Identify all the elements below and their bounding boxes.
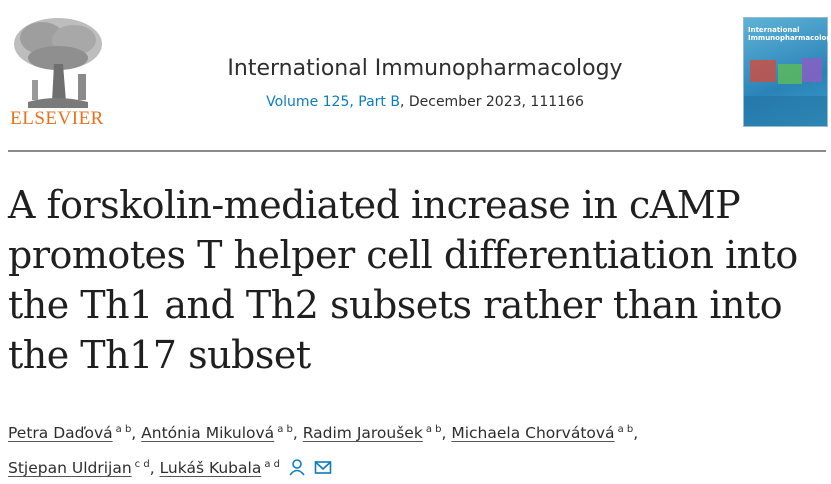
issue-details: , December 2023, 111166 [399,94,584,110]
affiliation[interactable]: a d [264,459,280,470]
volume-link[interactable]: Volume 125, Part B [266,94,400,110]
affiliation[interactable]: a b [115,424,132,435]
journal-cover[interactable]: International Immunopharmacology [743,17,831,127]
author-name[interactable]: Michaela Chorvátová [451,424,615,442]
author-profile-icon[interactable] [288,458,306,476]
separator: , [633,424,639,442]
cover-art [744,58,827,126]
author-list: Petra Daďová a b, Antónia Mikulová a b, Ra… [8,414,768,484]
affiliation[interactable]: a b [617,424,634,435]
email-icon[interactable] [314,458,332,476]
author-name[interactable]: Lukáš Kubala [159,459,262,477]
cover-title: International Immunopharmacology [748,26,831,42]
separator: , [292,424,298,442]
author-name[interactable]: Radim Jaroušek [302,424,423,442]
affiliation[interactable]: a b [425,424,442,435]
separator: , [149,459,155,477]
separator: , [131,424,137,442]
affiliation[interactable]: a b [277,424,293,435]
author-name[interactable]: Antónia Mikulová [141,424,275,442]
affiliation[interactable]: c d [134,459,150,470]
publisher-name: ELSEVIER [10,108,104,129]
author-name[interactable]: Petra Daďová [8,424,113,442]
divider [8,150,826,152]
issue-info: Volume 125, Part B, December 2023, 11116… [150,94,700,110]
separator: , [441,424,447,442]
publisher-logo [8,14,106,109]
journal-title[interactable]: International Immunopharmacology [227,56,623,81]
article-title: A forskolin-mediated increase in cAMP pr… [8,183,798,377]
author-name[interactable]: Stjepan Uldrijan [8,459,132,477]
